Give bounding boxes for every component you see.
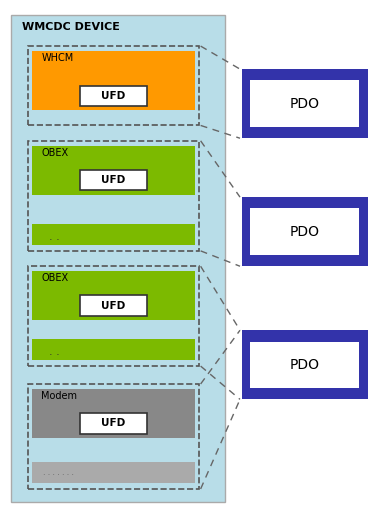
Text: UFD: UFD <box>101 301 126 311</box>
Text: WMCDC DEVICE: WMCDC DEVICE <box>22 22 120 32</box>
Bar <box>242 69 368 138</box>
Text: PDO: PDO <box>290 358 320 372</box>
Bar <box>32 224 195 245</box>
Bar <box>28 141 199 251</box>
Text: UFD: UFD <box>101 418 126 429</box>
Text: PDO: PDO <box>290 225 320 239</box>
Text: WHCM: WHCM <box>41 53 74 63</box>
Bar <box>250 208 359 255</box>
Bar <box>32 271 195 320</box>
Bar <box>250 80 359 127</box>
Text: . . . . . . .: . . . . . . . <box>43 468 74 477</box>
Bar <box>32 51 195 110</box>
Bar <box>242 197 368 266</box>
Bar <box>32 339 195 360</box>
Text: UFD: UFD <box>101 175 126 185</box>
Text: PDO: PDO <box>290 97 320 111</box>
Text: OBEX: OBEX <box>41 148 68 158</box>
Bar <box>32 146 195 195</box>
Text: UFD: UFD <box>101 91 126 101</box>
Bar <box>80 413 147 434</box>
Bar <box>242 330 368 399</box>
Text: OBEX: OBEX <box>41 273 68 284</box>
Text: Modem: Modem <box>41 391 77 401</box>
Bar <box>250 342 359 388</box>
Bar <box>80 170 147 190</box>
Text: . .: . . <box>49 231 60 242</box>
Bar <box>80 86 147 106</box>
Bar <box>32 462 195 483</box>
Bar <box>28 46 199 125</box>
Bar <box>32 389 195 438</box>
Bar <box>11 15 225 502</box>
Text: . .: . . <box>49 347 60 357</box>
Bar <box>28 384 199 489</box>
Bar <box>80 295 147 316</box>
Bar <box>28 266 199 366</box>
